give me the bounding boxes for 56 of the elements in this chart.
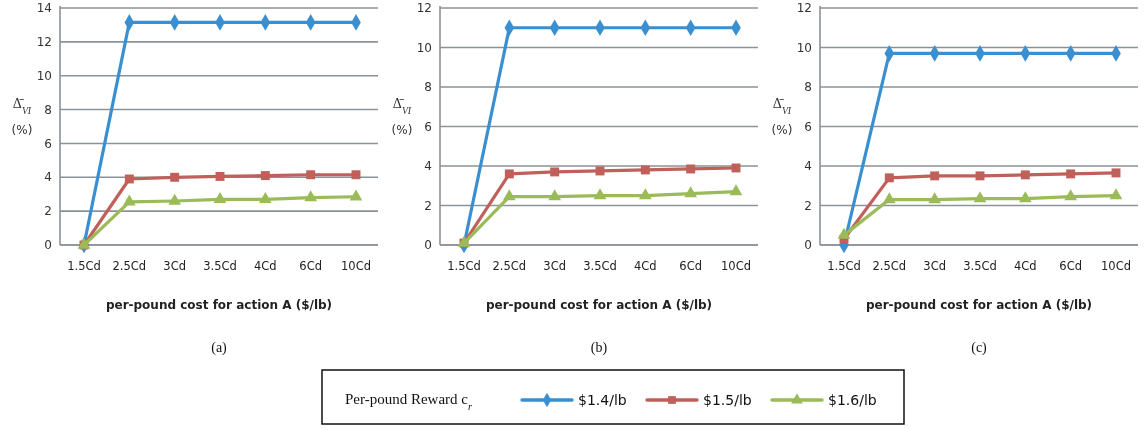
x-tick-label: 6Cd <box>679 259 702 273</box>
legend-label: $1.5/lb <box>703 391 752 408</box>
y-tick-label: 10 <box>36 68 52 83</box>
y-tick-label: 2 <box>804 198 812 213</box>
legend-title: Per-pound Reward c$_{r}$ <box>345 391 473 412</box>
y-tick-label: 10 <box>796 40 812 55</box>
legend-label: $1.6/lb <box>828 391 877 408</box>
y-tick-label: 12 <box>796 1 812 16</box>
x-tick-label: 1.5Cd <box>67 259 101 273</box>
x-tick-label: 4Cd <box>254 259 277 273</box>
x-tick-label: 3Cd <box>923 259 946 273</box>
x-tick-label: 4Cd <box>634 259 657 273</box>
x-tick-label: 6Cd <box>299 259 322 273</box>
x-tick-label: 10Cd <box>721 259 751 273</box>
x-axis-title: per-pound cost for action A ($/lb) <box>105 298 333 312</box>
y-axis-title: Δ̄$_{VI}$ (%) <box>391 95 413 137</box>
x-tick-label: 3.5Cd <box>963 259 997 273</box>
x-tick-label: 4Cd <box>1014 259 1037 273</box>
y-tick-label: 8 <box>44 102 52 117</box>
y-tick-label: 4 <box>424 159 432 174</box>
x-tick-label: 6Cd <box>1059 259 1082 273</box>
y-tick-label: 6 <box>424 119 432 134</box>
text: (b) <box>590 340 608 356</box>
x-tick-label: 2.5Cd <box>112 259 147 273</box>
x-tick-label: 3Cd <box>543 259 566 273</box>
legend-label: $1.4/lb <box>578 391 627 408</box>
x-tick-label: 3Cd <box>163 259 186 273</box>
y-axis-title: Δ̄$_{VI}$ (%) <box>771 95 793 137</box>
y-tick-label: 4 <box>804 159 812 174</box>
y-tick-label: 6 <box>804 119 812 134</box>
y-tick-label: 12 <box>416 1 432 16</box>
y-tick-label: 2 <box>424 198 432 213</box>
x-tick-label: 10Cd <box>1101 259 1131 273</box>
y-tick-label: 8 <box>424 80 432 95</box>
x-tick-label: 10Cd <box>341 259 371 273</box>
text: (a) <box>211 340 228 356</box>
x-tick-label: 3.5Cd <box>203 259 237 273</box>
y-tick-label: 12 <box>36 35 52 50</box>
x-tick-label: 1.5Cd <box>447 259 481 273</box>
y-tick-label: 8 <box>804 80 812 95</box>
y-tick-label: 4 <box>44 170 52 185</box>
x-axis-title: per-pound cost for action A ($/lb) <box>865 298 1093 312</box>
y-tick-label: 6 <box>44 136 52 151</box>
x-axis-title: per-pound cost for action A ($/lb) <box>485 298 713 312</box>
y-tick-label: 10 <box>416 40 432 55</box>
x-tick-label: 2.5Cd <box>492 259 527 273</box>
x-tick-label: 3.5Cd <box>583 259 617 273</box>
y-tick-label: 0 <box>424 238 432 253</box>
x-tick-label: 1.5Cd <box>827 259 861 273</box>
y-tick-label: 2 <box>44 204 52 219</box>
y-tick-label: 14 <box>36 1 52 16</box>
y-tick-label: 0 <box>804 238 812 253</box>
text: (c) <box>971 340 988 356</box>
y-axis-title: Δ̄$_{VI}$ (%) <box>11 95 33 137</box>
y-tick-label: 0 <box>44 238 52 253</box>
x-tick-label: 2.5Cd <box>872 259 907 273</box>
